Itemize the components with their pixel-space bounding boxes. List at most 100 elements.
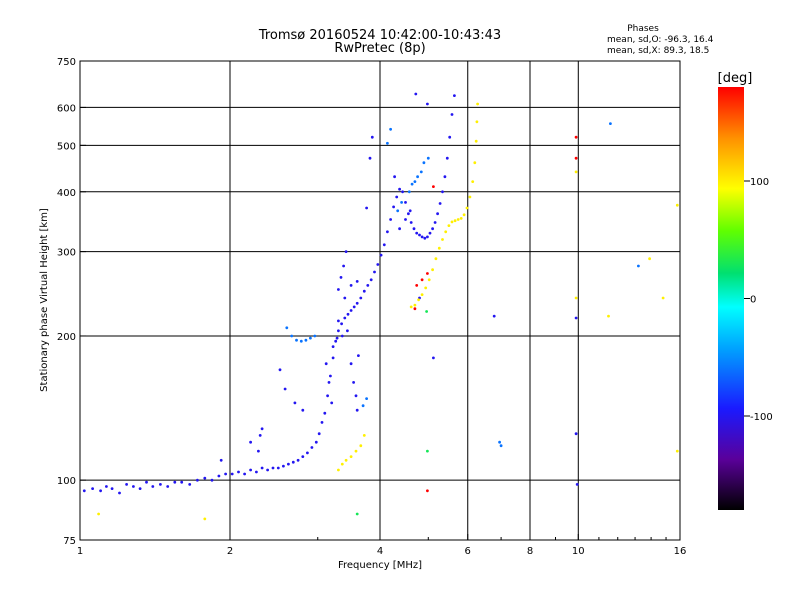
- data-point: [344, 250, 348, 254]
- data-point: [675, 449, 679, 453]
- data-point: [459, 217, 463, 220]
- data-point: [132, 485, 135, 488]
- y-tick-label: 600: [57, 103, 76, 114]
- data-point: [82, 489, 86, 493]
- chart-title: Tromsø 20160524 10:42:00-10:43:43: [258, 28, 501, 43]
- data-points: [82, 92, 679, 521]
- data-point: [465, 206, 469, 210]
- data-point: [304, 338, 308, 342]
- data-point: [258, 434, 262, 437]
- data-point: [359, 444, 363, 448]
- data-point: [468, 195, 472, 199]
- data-point: [346, 312, 350, 316]
- data-point: [323, 411, 327, 415]
- phase-box-title: Phases: [627, 24, 659, 34]
- data-point: [404, 218, 407, 221]
- x-tick-label: 1: [77, 546, 83, 557]
- data-point: [196, 478, 199, 482]
- data-point: [386, 230, 389, 234]
- data-point: [361, 404, 365, 408]
- data-point: [413, 180, 417, 184]
- data-point: [354, 394, 358, 398]
- data-point: [349, 362, 353, 366]
- data-point: [419, 170, 423, 174]
- data-point: [574, 296, 578, 300]
- data-point: [293, 401, 297, 405]
- data-point: [301, 408, 305, 412]
- data-point: [349, 284, 353, 287]
- data-point: [282, 464, 285, 468]
- data-point: [342, 264, 345, 268]
- data-point: [243, 472, 247, 476]
- data-point: [362, 434, 366, 437]
- data-point: [574, 156, 578, 160]
- data-point: [310, 446, 314, 449]
- data-point: [409, 305, 413, 309]
- data-point: [389, 218, 392, 221]
- data-point: [425, 310, 428, 313]
- data-point: [278, 368, 282, 372]
- data-point: [417, 298, 420, 302]
- data-point: [423, 236, 427, 240]
- data-point: [408, 209, 412, 213]
- y-tick-label: 75: [63, 536, 76, 547]
- data-point: [498, 440, 501, 444]
- data-point: [125, 483, 128, 486]
- data-point: [398, 227, 401, 231]
- y-tick-label: 400: [57, 188, 76, 199]
- data-point: [329, 374, 332, 378]
- data-point: [296, 458, 300, 462]
- data-point: [343, 316, 347, 320]
- data-point: [441, 238, 444, 241]
- data-point: [138, 487, 142, 490]
- data-point: [413, 303, 417, 307]
- data-point: [444, 230, 448, 234]
- data-point: [476, 102, 479, 106]
- data-point: [349, 309, 353, 312]
- data-point: [386, 141, 389, 145]
- data-point: [453, 94, 456, 97]
- data-point: [309, 336, 312, 340]
- data-point: [337, 319, 340, 323]
- data-point: [437, 246, 441, 250]
- y-tick-label: 100: [57, 476, 76, 487]
- data-point: [349, 455, 353, 458]
- data-point: [110, 487, 114, 490]
- phase-summary: Phases mean, sd,O: -96.3, 16.4 mean, sd,…: [607, 24, 714, 56]
- data-point: [575, 483, 579, 486]
- data-point: [422, 161, 426, 165]
- data-point: [337, 468, 340, 472]
- data-point: [260, 466, 264, 470]
- data-point: [574, 170, 578, 174]
- data-point: [340, 334, 344, 338]
- data-point: [424, 286, 428, 290]
- phase-box-line-o: mean, sd,O: -96.3, 16.4: [607, 35, 714, 45]
- data-point: [327, 381, 331, 384]
- data-point: [473, 161, 477, 165]
- data-point: [428, 231, 432, 235]
- data-point: [418, 233, 421, 237]
- data-point: [317, 432, 321, 436]
- data-point: [499, 444, 503, 448]
- data-point: [369, 278, 373, 282]
- data-point: [352, 381, 355, 384]
- data-point: [355, 280, 359, 283]
- data-point: [366, 284, 370, 287]
- data-point: [203, 517, 207, 521]
- data-point: [396, 209, 400, 213]
- data-point: [352, 305, 356, 309]
- data-point: [416, 175, 419, 179]
- data-point: [431, 227, 434, 231]
- y-tick-label: 750: [57, 57, 76, 68]
- data-point: [376, 263, 380, 266]
- data-point: [362, 289, 366, 293]
- data-point: [445, 156, 449, 160]
- x-tick-label: 16: [674, 546, 687, 557]
- data-point: [105, 485, 108, 488]
- data-point: [448, 135, 452, 139]
- data-point: [343, 296, 347, 300]
- data-point: [432, 185, 435, 189]
- data-point: [355, 301, 359, 305]
- colorbar: [deg] 100 0 -100: [718, 71, 773, 510]
- data-point: [337, 288, 340, 291]
